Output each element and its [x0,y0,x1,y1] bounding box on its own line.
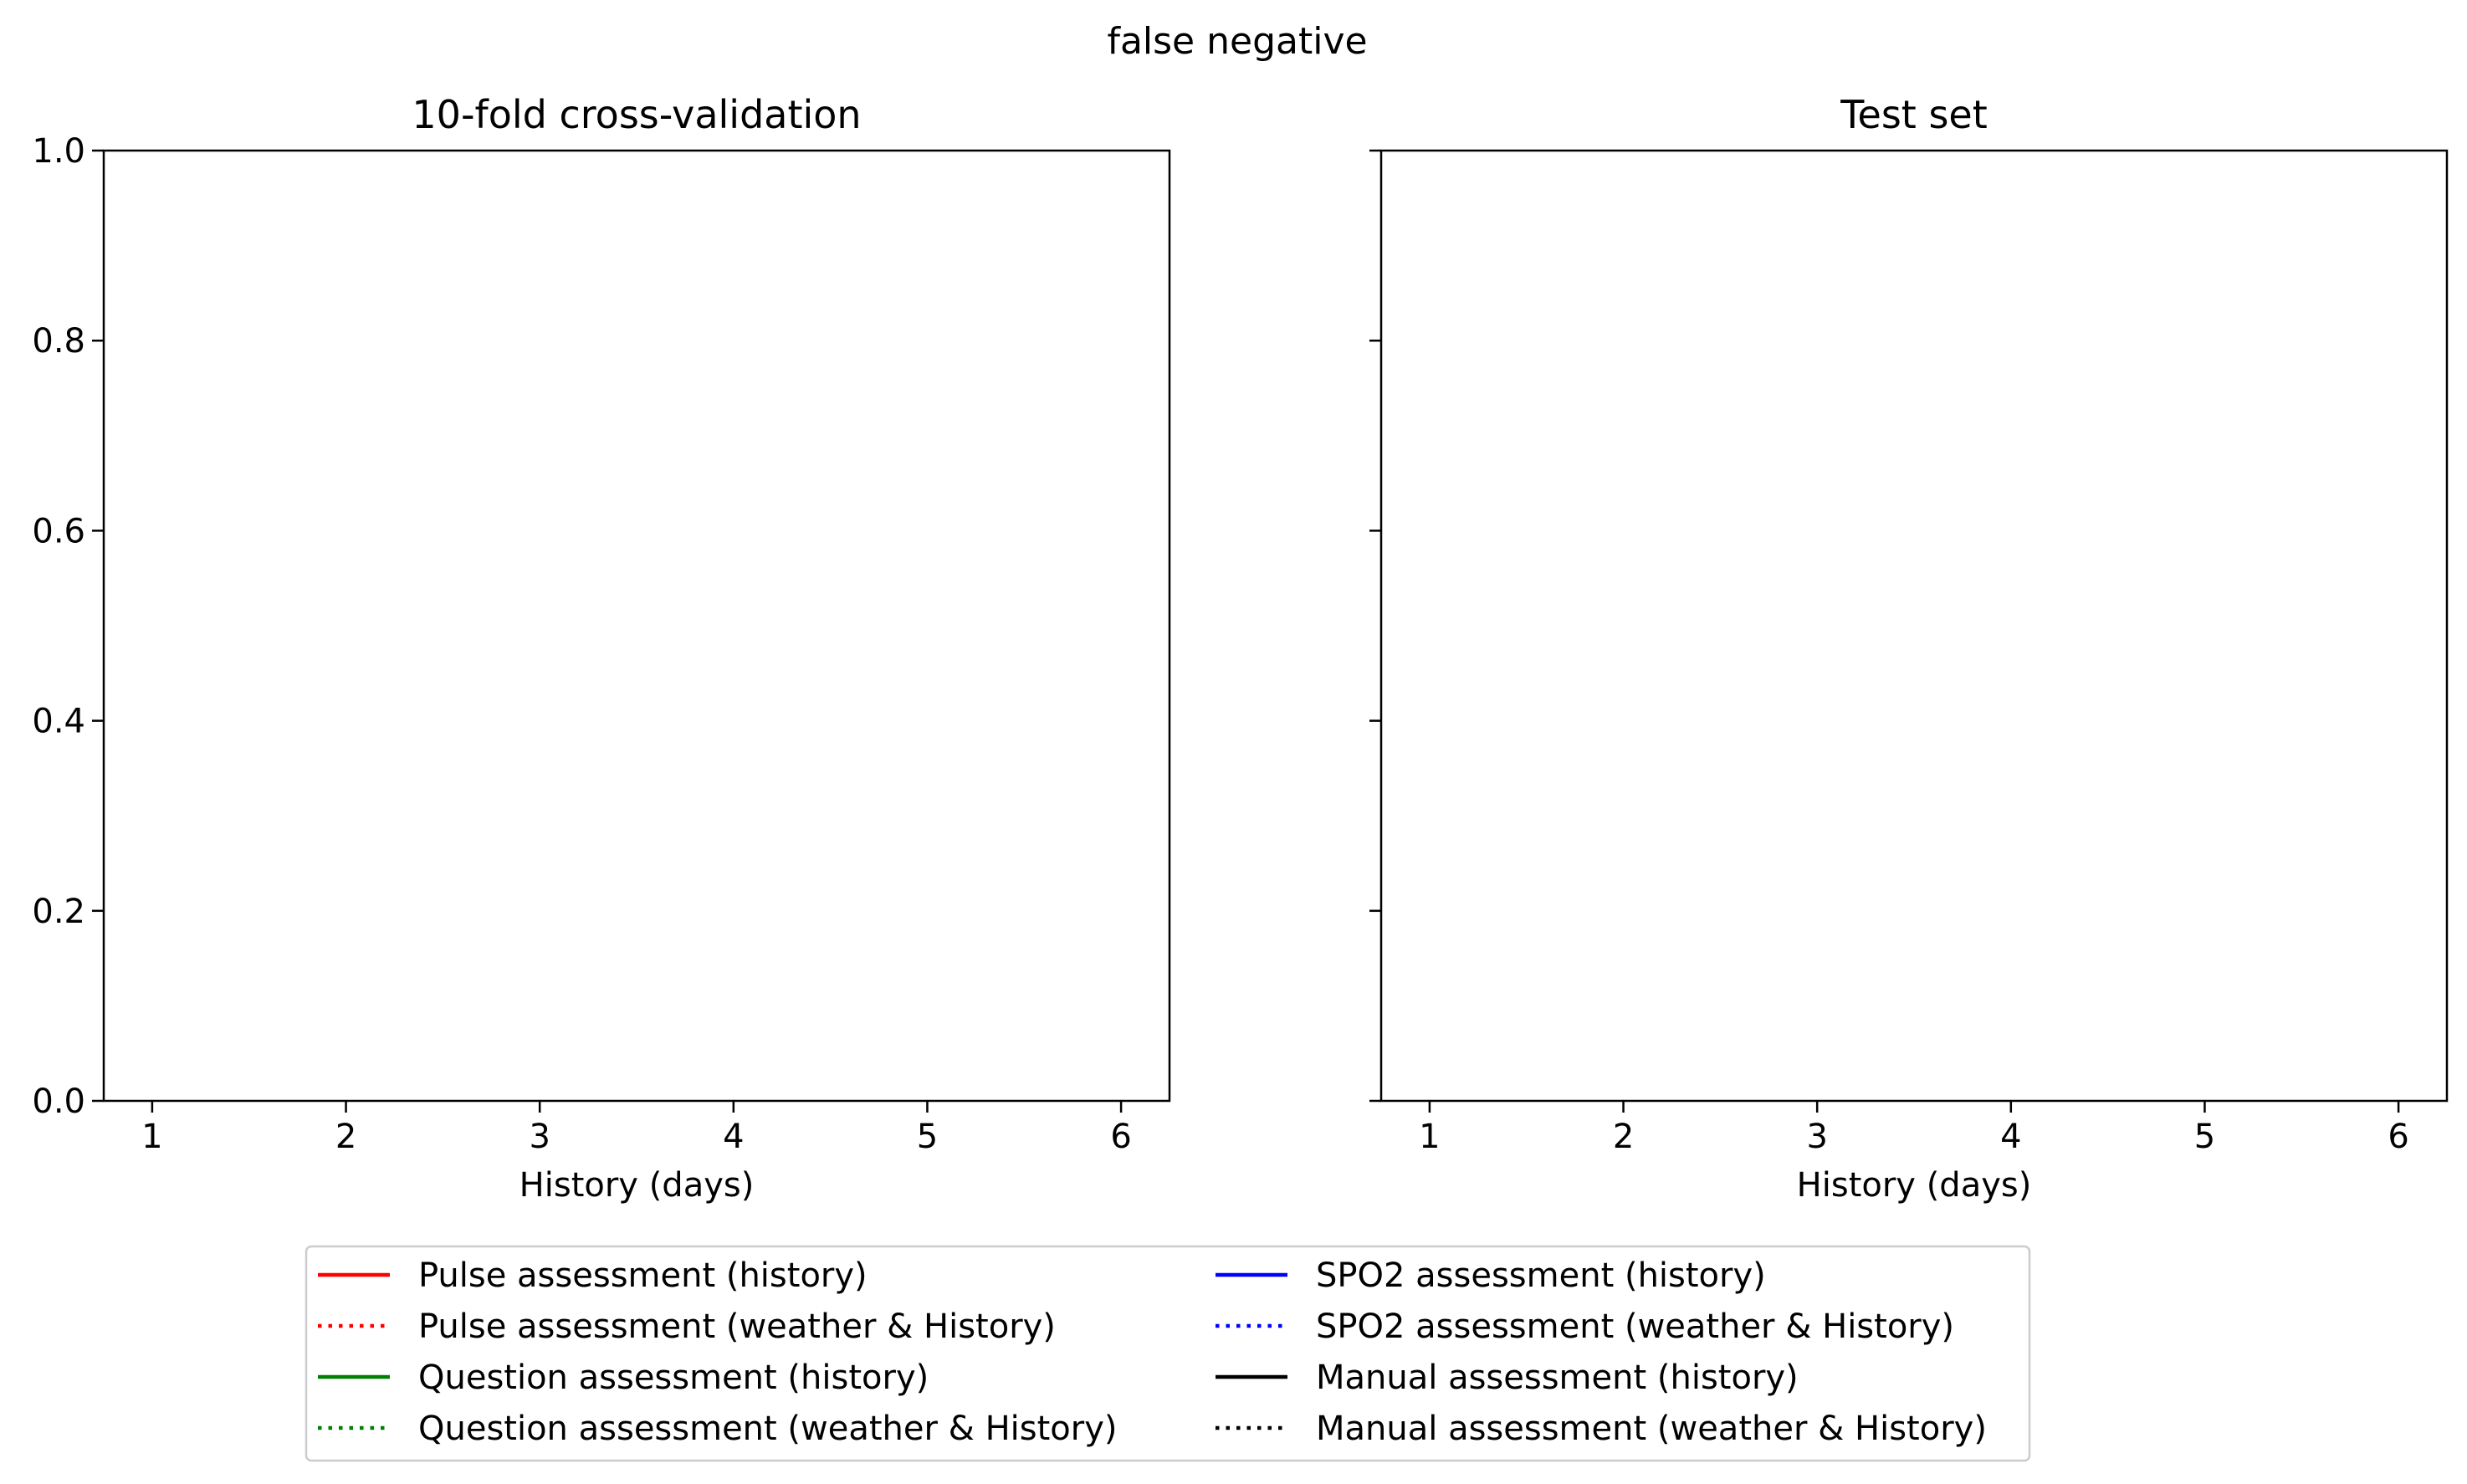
x-tick-label: 1 [1419,1118,1440,1156]
x-tick-label: 3 [529,1118,550,1156]
x-axis-label: History (days) [1797,1166,2032,1205]
x-tick-label: 3 [1806,1118,1827,1156]
plot-area [102,149,1171,1103]
axes-panel-1: 10-fold cross-validation 1 2 3 4 5 6 0.0 0.2 0.4 0… [32,92,1171,1205]
y-tick-label: 0.2 [32,893,85,931]
x-tick-label: 4 [723,1118,744,1156]
legend-label: Question assessment (weather & History) [418,1410,1118,1448]
legend: Pulse assessment (history) Pulse assessme… [305,1245,2031,1462]
y-tick-label: 0.4 [32,703,85,741]
legend-frame [305,1245,2031,1462]
y-tick-label: 0.6 [32,512,85,550]
x-tick-label: 2 [1613,1118,1634,1156]
legend-label: Manual assessment (history) [1316,1359,1799,1397]
y-tick-label: 0.0 [32,1082,85,1121]
x-tick-label: 6 [1110,1118,1131,1156]
figure-suptitle: false negative [1107,20,1367,63]
legend-label: SPO2 assessment (weather & History) [1316,1307,1954,1346]
x-tick-label: 1 [141,1118,162,1156]
legend-label: Manual assessment (weather & History) [1316,1410,1987,1448]
y-tick-label: 0.8 [32,322,85,361]
plot-area [1379,149,2449,1103]
y-tick-label: 1.0 [32,132,85,171]
axes-panel-2: Test set 1 2 3 4 5 6 History (days) [1369,92,2449,1205]
x-tick-label: 2 [335,1118,356,1156]
x-tick-label: 6 [2388,1118,2408,1156]
x-tick-label: 4 [2000,1118,2021,1156]
legend-label: Pulse assessment (weather & History) [418,1307,1056,1346]
axes-layer: 10-fold cross-validation 1 2 3 4 5 6 0.0 0.2 0.4 0… [32,92,2449,1205]
legend-label: Question assessment (history) [418,1359,929,1397]
axes-title: Test set [1840,92,1988,137]
x-axis-label: History (days) [520,1166,755,1205]
x-tick-label: 5 [917,1118,938,1156]
x-tick-label: 5 [2194,1118,2215,1156]
axes-title: 10-fold cross-validation [412,92,861,137]
legend-label: Pulse assessment (history) [418,1256,868,1295]
legend-label: SPO2 assessment (history) [1316,1256,1766,1295]
